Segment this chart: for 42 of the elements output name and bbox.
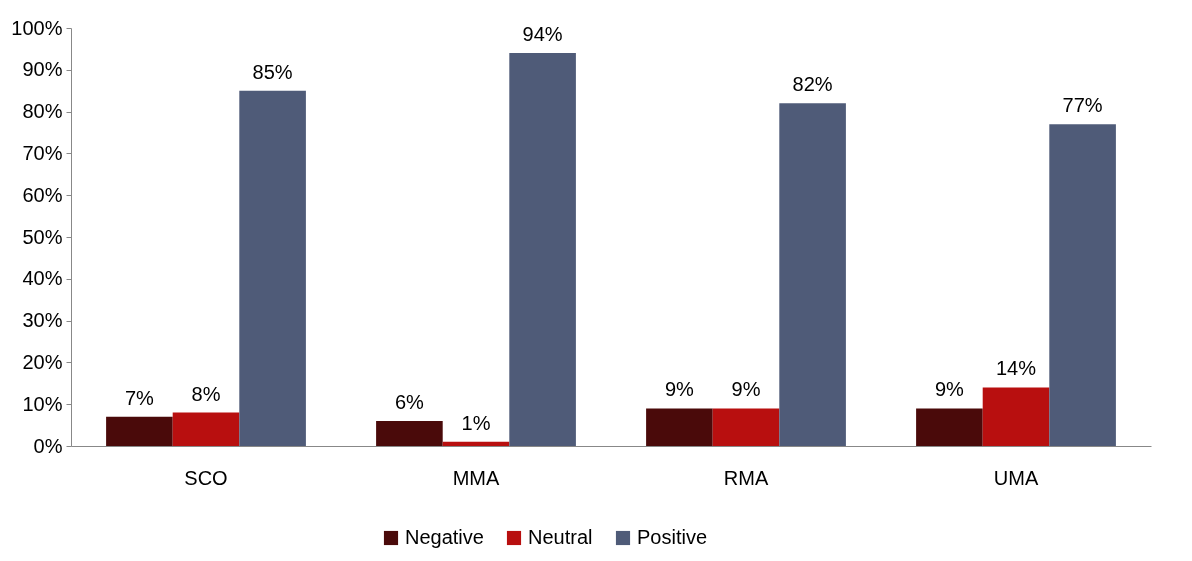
- y-tick-label: 50%: [22, 225, 63, 248]
- bar: [239, 90, 306, 446]
- x-tick-label: UMA: [993, 466, 1039, 489]
- data-label: 85%: [252, 60, 293, 83]
- y-tick-label: 10%: [22, 392, 63, 415]
- y-tick-label: 80%: [22, 100, 63, 123]
- data-label: 8%: [191, 382, 221, 405]
- y-tick-label: 20%: [22, 350, 63, 373]
- y-tick-label: 70%: [22, 141, 63, 164]
- data-label: 9%: [664, 378, 695, 401]
- legend-label: Neutral: [528, 526, 593, 548]
- bar: [106, 416, 173, 446]
- y-tick-label: 40%: [22, 267, 63, 290]
- data-label: 82%: [792, 73, 833, 96]
- bar: [442, 441, 510, 446]
- data-label: 9%: [934, 378, 965, 401]
- bar: [172, 412, 240, 446]
- y-tick-label: 90%: [22, 58, 63, 81]
- bar: [376, 420, 443, 446]
- bar: [779, 103, 846, 446]
- bar: [712, 408, 780, 446]
- bar: [916, 408, 983, 446]
- data-label: 94%: [522, 23, 563, 46]
- bar: [982, 387, 1050, 446]
- x-tick-label: RMA: [723, 466, 769, 489]
- data-label: 1%: [461, 411, 491, 434]
- y-tick-label: 100%: [11, 16, 63, 39]
- bar: [1049, 124, 1116, 446]
- legend-label: Positive: [637, 526, 708, 548]
- y-tick-label: 30%: [22, 309, 63, 332]
- bar: [646, 408, 713, 446]
- y-tick-label: 0%: [33, 434, 63, 457]
- bar: [509, 53, 576, 446]
- data-label: 9%: [731, 378, 761, 401]
- legend-label: Negative: [405, 526, 484, 548]
- x-tick-label: MMA: [452, 466, 500, 489]
- data-label: 77%: [1062, 94, 1103, 117]
- x-tick-label: SCO: [184, 466, 228, 489]
- data-label: 7%: [124, 386, 155, 409]
- data-label: 14%: [995, 357, 1037, 380]
- data-label: 6%: [394, 390, 425, 413]
- y-tick-label: 60%: [22, 183, 63, 206]
